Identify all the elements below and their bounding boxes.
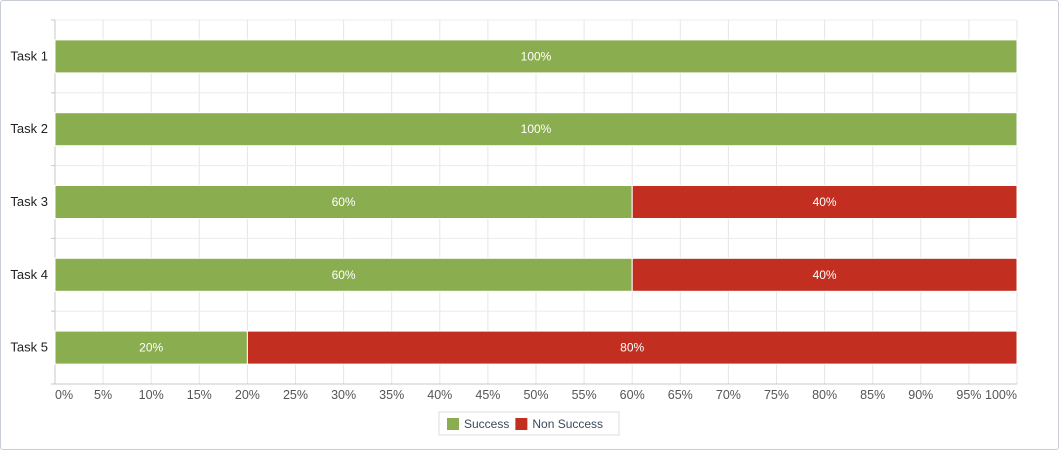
bar-success[interactable]	[54, 185, 633, 219]
x-tick-label: 85%	[860, 388, 885, 402]
legend-item-non-success[interactable]: Non Success	[532, 417, 603, 431]
x-tick-label: 0%	[55, 388, 73, 402]
bar-success[interactable]	[54, 112, 1018, 147]
bar-value-label: 40%	[813, 268, 837, 282]
x-tick-label: 40%	[427, 388, 452, 402]
x-tick-label: 25%	[283, 388, 308, 402]
bar-value-label: 40%	[813, 195, 837, 209]
category-label: Task 4	[10, 267, 48, 282]
bar-value-label: 60%	[332, 268, 356, 282]
x-tick-labels: 0% 5% 10% 15% 20% 25% 30% 35% 40% 45% 50% 55% 60% 65%…	[55, 388, 1017, 402]
category-labels: Task 1 Task 2 Task 3 Task 4 Task 5	[10, 48, 48, 354]
legend-item-success[interactable]: Success	[464, 417, 509, 431]
bar-value-label: 80%	[620, 341, 644, 355]
bar-value-label: 20%	[139, 341, 163, 355]
x-tick-label: 75%	[764, 388, 789, 402]
category-label: Task 2	[10, 121, 48, 136]
bar-value-label: 60%	[332, 195, 356, 209]
bar-non-success[interactable]	[631, 257, 1018, 292]
x-tick-label: 20%	[235, 388, 260, 402]
x-tick-label: 95%	[956, 388, 981, 402]
legend-swatch-success[interactable]	[447, 418, 459, 430]
x-tick-label: 35%	[379, 388, 404, 402]
x-tick-label: 10%	[139, 388, 164, 402]
x-tick-label: 65%	[668, 388, 693, 402]
x-tick-label: 70%	[716, 388, 741, 402]
legend-swatch-non-success[interactable]	[515, 418, 528, 430]
bars: 100% 100% 60% 40% 60% 40% 20% 80%	[54, 39, 1018, 365]
legend-box	[438, 411, 620, 436]
category-label: Task 1	[10, 48, 48, 63]
bar-success[interactable]	[54, 330, 248, 365]
legend[interactable]: Success Non Success	[438, 411, 620, 436]
bar-value-label: 100%	[521, 49, 552, 63]
category-label: Task 5	[10, 340, 48, 355]
x-tick-label: 60%	[620, 388, 645, 402]
x-tick-label: 50%	[523, 388, 548, 402]
bar-success[interactable]	[54, 39, 1018, 74]
x-tick-label: 5%	[94, 388, 112, 402]
bar-value-label: 100%	[521, 122, 552, 136]
x-tick-label: 55%	[572, 388, 597, 402]
x-tick-label: 80%	[812, 388, 837, 402]
bar-success[interactable]	[54, 257, 633, 292]
bar-non-success[interactable]	[246, 330, 1018, 365]
bar-non-success[interactable]	[631, 185, 1018, 219]
x-tick-label: 15%	[187, 388, 212, 402]
x-tick-label: 30%	[331, 388, 356, 402]
x-tick-label: 90%	[908, 388, 933, 402]
x-tick-label: 100%	[985, 388, 1017, 402]
category-label: Task 3	[10, 194, 48, 209]
x-tick-label: 45%	[475, 388, 500, 402]
